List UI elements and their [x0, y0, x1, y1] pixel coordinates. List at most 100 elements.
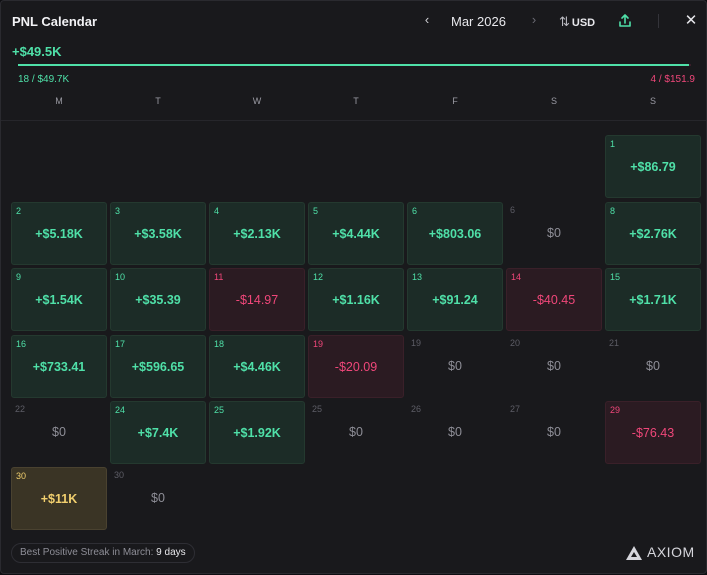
day-number: 8	[610, 206, 616, 216]
day-number: 3	[115, 206, 121, 216]
day-number: 10	[115, 272, 126, 282]
day-number: 18	[214, 339, 225, 349]
day-pnl-value: +$35.39	[135, 293, 181, 307]
calendar-day-cell[interactable]: 11 -$14.97	[209, 268, 305, 331]
day-pnl-value: +$596.65	[131, 360, 185, 374]
day-number: 19	[313, 339, 324, 349]
win-loss-progress-bar	[18, 64, 691, 66]
day-pnl-value: +$803.06	[428, 227, 482, 241]
streak-value: 9 days	[156, 547, 186, 558]
weekday-divider	[1, 120, 706, 121]
calendar-day-cell[interactable]: 26 $0	[407, 401, 503, 464]
day-number: 11	[214, 272, 224, 282]
calendar-day-cell[interactable]: 21 $0	[605, 335, 701, 398]
day-pnl-value: $0	[349, 425, 363, 439]
calendar-day-cell[interactable]: 14 -$40.45	[506, 268, 602, 331]
streak-label: Best Positive Streak in March:	[20, 547, 154, 558]
day-number: 6	[510, 205, 516, 215]
calendar-day-cell[interactable]: 3 +$3.58K	[110, 202, 206, 265]
day-pnl-value: $0	[547, 425, 561, 439]
day-number: 22	[15, 404, 26, 414]
calendar-day-cell[interactable]: 18 +$4.46K	[209, 335, 305, 398]
calendar-day-cell[interactable]: 6 $0	[506, 202, 602, 265]
day-pnl-value: +$1.92K	[233, 426, 281, 440]
day-pnl-value: +$733.41	[32, 360, 86, 374]
previous-month-button[interactable]: ‹	[424, 12, 430, 27]
month-total-pnl: +$49.5K	[12, 44, 62, 59]
day-number: 1	[610, 139, 616, 149]
day-number: 25	[214, 405, 225, 415]
weekday-label: F	[452, 96, 458, 106]
day-pnl-value: +$86.79	[630, 160, 676, 174]
calendar-day-cell[interactable]: 6 +$803.06	[407, 202, 503, 265]
day-number: 5	[313, 206, 319, 216]
brand-name: AXIOM	[647, 544, 695, 560]
calendar-day-cell[interactable]: 30 +$11K	[11, 467, 107, 530]
calendar-day-cell[interactable]: 17 +$596.65	[110, 335, 206, 398]
day-pnl-value: +$2.13K	[233, 227, 281, 241]
calendar-day-cell[interactable]: 24 +$7.4K	[110, 401, 206, 464]
day-number: 4	[214, 206, 220, 216]
currency-label: USD	[571, 17, 596, 29]
day-pnl-value: +$91.24	[432, 293, 478, 307]
day-number: 12	[313, 272, 324, 282]
day-pnl-value: -$40.45	[532, 293, 576, 307]
calendar-day-cell[interactable]: 15 +$1.71K	[605, 268, 701, 331]
panel-title: PNL Calendar	[12, 14, 98, 29]
calendar-day-cell[interactable]: 27 $0	[506, 401, 602, 464]
day-pnl-value: $0	[448, 359, 462, 373]
day-pnl-value: +$1.54K	[35, 293, 83, 307]
day-pnl-value: -$20.09	[334, 360, 378, 374]
calendar-day-cell[interactable]: 25 $0	[308, 401, 404, 464]
day-pnl-value: +$5.18K	[35, 227, 83, 241]
day-number: 6	[412, 206, 418, 216]
weekday-label: M	[55, 96, 63, 106]
calendar-day-cell[interactable]: 22 $0	[11, 401, 107, 464]
calendar-day-cell[interactable]: 19 -$20.09	[308, 335, 404, 398]
losing-days-summary: 4 / $151.9	[650, 74, 695, 85]
day-pnl-value: +$7.4K	[137, 426, 179, 440]
calendar-day-cell[interactable]: 29 -$76.43	[605, 401, 701, 464]
calendar-day-cell[interactable]: 25 +$1.92K	[209, 401, 305, 464]
calendar-day-cell[interactable]: 19 $0	[407, 335, 503, 398]
weekday-label: S	[550, 96, 557, 106]
day-number: 2	[16, 206, 22, 216]
day-pnl-value: $0	[547, 226, 561, 240]
currency-toggle[interactable]: ⇅ USD	[559, 13, 595, 31]
day-pnl-value: +$1.16K	[332, 293, 380, 307]
day-number: 13	[412, 272, 423, 282]
day-number: 24	[115, 405, 126, 415]
day-pnl-value: +$1.71K	[629, 293, 677, 307]
calendar-day-cell[interactable]: 2 +$5.18K	[11, 202, 107, 265]
share-icon[interactable]	[617, 13, 633, 29]
close-button[interactable]: ✕	[684, 12, 698, 29]
calendar-day-cell[interactable]: 10 +$35.39	[110, 268, 206, 331]
next-month-button[interactable]: ›	[531, 12, 537, 27]
weekday-label: W	[252, 96, 262, 106]
calendar-day-cell[interactable]: 16 +$733.41	[11, 335, 107, 398]
calendar-day-cell[interactable]: 13 +$91.24	[407, 268, 503, 331]
day-pnl-value: +$2.76K	[629, 227, 677, 241]
day-number: 16	[16, 339, 27, 349]
calendar-day-cell[interactable]: 20 $0	[506, 335, 602, 398]
header: PNL Calendar ‹ Mar 2026 › ⇅ USD ✕	[1, 1, 706, 41]
day-pnl-value: +$11K	[40, 492, 78, 506]
day-pnl-value: $0	[448, 425, 462, 439]
day-pnl-value: $0	[151, 491, 165, 505]
calendar-day-cell[interactable]: 4 +$2.13K	[209, 202, 305, 265]
calendar-day-cell[interactable]: 8 +$2.76K	[605, 202, 701, 265]
day-number: 26	[411, 404, 422, 414]
calendar-day-cell[interactable]: 9 +$1.54K	[11, 268, 107, 331]
day-number: 27	[510, 404, 521, 414]
calendar-day-cell[interactable]: 1 +$86.79	[605, 135, 701, 198]
calendar-day-cell[interactable]: 30 $0	[110, 467, 206, 530]
weekday-label: S	[649, 96, 656, 106]
day-pnl-value: +$4.44K	[332, 227, 380, 241]
day-number: 17	[115, 339, 126, 349]
win-progress-fill	[18, 64, 689, 66]
day-pnl-value: $0	[52, 425, 66, 439]
calendar-day-cell[interactable]: 5 +$4.44K	[308, 202, 404, 265]
calendar-day-cell[interactable]: 12 +$1.16K	[308, 268, 404, 331]
day-number: 15	[610, 272, 621, 282]
